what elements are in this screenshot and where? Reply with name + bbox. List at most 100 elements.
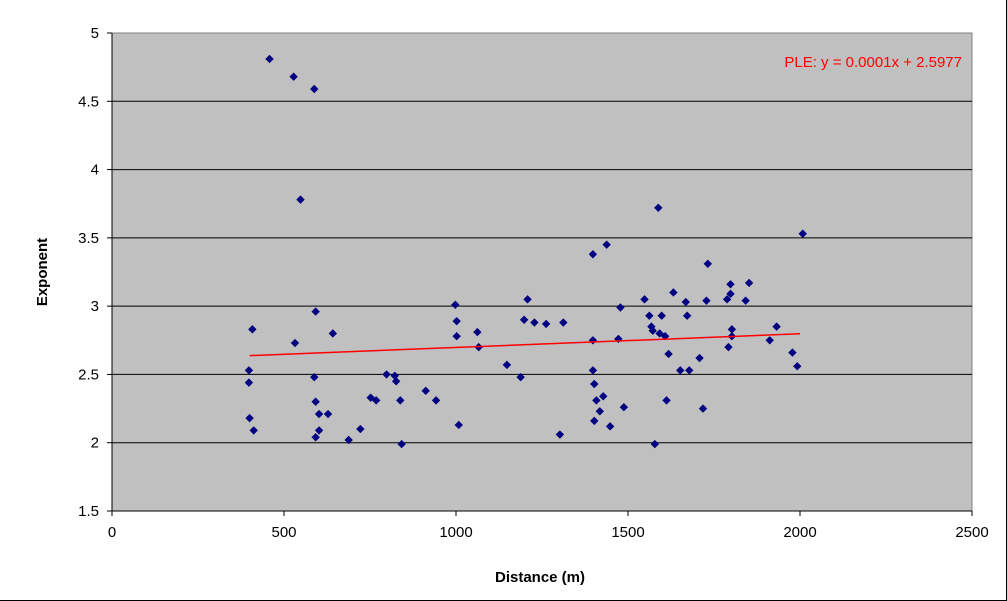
x-tick-label: 2500: [955, 524, 988, 541]
data-point: [645, 311, 654, 320]
data-point: [590, 416, 599, 426]
data-point: [396, 396, 405, 405]
data-point: [722, 295, 732, 304]
data-point: [744, 278, 754, 288]
data-point: [592, 396, 601, 405]
data-point: [605, 422, 615, 431]
y-tick-label: 4.5: [78, 93, 99, 110]
data-point: [702, 296, 711, 305]
data-point: [516, 372, 525, 382]
data-point: [640, 295, 649, 304]
data-point: [344, 435, 353, 445]
data-point: [682, 311, 692, 320]
y-tick-label: 3.5: [78, 230, 99, 247]
data-point: [695, 353, 704, 363]
data-point: [681, 297, 690, 307]
data-point: [676, 366, 685, 375]
data-point: [311, 433, 320, 442]
data-point: [765, 336, 774, 345]
plot-area: [111, 32, 973, 512]
data-point: [473, 327, 482, 337]
x-tick-label: 0: [108, 524, 116, 541]
data-point: [519, 315, 529, 324]
y-tick-label: 1.5: [78, 503, 99, 520]
trendline-equation: PLE: y = 0.0001x + 2.5977: [784, 54, 962, 71]
data-point: [310, 84, 319, 94]
data-point: [311, 397, 320, 406]
y-axis-title: Exponent: [34, 238, 51, 306]
data-point: [654, 203, 663, 213]
data-point: [660, 331, 670, 341]
data-point: [245, 413, 254, 423]
data-point: [452, 316, 461, 326]
data-point: [311, 307, 320, 316]
data-point: [244, 378, 254, 387]
data-point: [248, 325, 257, 334]
data-point: [451, 300, 460, 309]
x-tick-label: 500: [271, 524, 296, 541]
data-point: [602, 240, 611, 249]
data-point: [249, 426, 258, 435]
data-point: [371, 396, 381, 405]
data-point: [314, 426, 324, 435]
data-point: [555, 430, 565, 439]
data-point: [391, 377, 401, 386]
data-point: [588, 250, 598, 259]
data-point: [559, 318, 568, 327]
data-point: [590, 379, 599, 389]
data-point: [599, 392, 608, 401]
data-point: [588, 366, 598, 375]
data-point: [655, 329, 664, 338]
data-point: [265, 54, 274, 64]
data-point: [726, 280, 735, 289]
data-point: [290, 338, 300, 348]
data-point: [397, 439, 406, 449]
data-point: [648, 326, 657, 335]
data-point: [314, 409, 324, 419]
data-point: [541, 319, 551, 329]
data-point: [698, 404, 708, 413]
x-tick-label: 1500: [611, 524, 644, 541]
data-point: [296, 195, 305, 204]
data-point: [595, 407, 604, 416]
y-tick-label: 4: [91, 162, 99, 179]
data-point: [310, 372, 319, 382]
data-point: [244, 366, 254, 375]
data-point: [454, 420, 463, 430]
y-tick-label: 3: [91, 298, 99, 315]
x-axis-title: Distance (m): [495, 569, 585, 586]
data-point: [793, 362, 802, 371]
y-tick-label: 2.5: [78, 366, 99, 383]
data-point: [662, 396, 671, 405]
data-point: [289, 72, 298, 81]
data-point: [727, 325, 737, 334]
data-point: [619, 403, 629, 412]
data-point: [650, 439, 660, 449]
data-point: [452, 331, 461, 341]
data-point: [502, 360, 512, 370]
data-point: [685, 366, 694, 375]
data-point: [523, 295, 532, 304]
x-tick-label: 2000: [783, 524, 816, 541]
data-point: [772, 322, 781, 331]
y-tick-label: 5: [91, 25, 99, 42]
x-tick-label: 1000: [439, 524, 472, 541]
y-tick-label: 2: [91, 435, 99, 452]
data-point: [616, 303, 625, 312]
trendline: [249, 333, 801, 357]
data-point: [669, 288, 678, 297]
data-point: [741, 296, 750, 305]
data-points: [244, 54, 807, 449]
data-point: [703, 259, 713, 269]
data-point: [421, 386, 430, 396]
x-tick-labels: 0 500 1000 1500 2000 2500: [108, 511, 989, 541]
data-point: [382, 370, 391, 379]
data-point: [323, 409, 333, 419]
data-point: [664, 349, 673, 359]
data-point: [356, 424, 365, 434]
data-point: [724, 342, 733, 352]
data-point: [798, 229, 807, 238]
axes: [111, 33, 972, 512]
